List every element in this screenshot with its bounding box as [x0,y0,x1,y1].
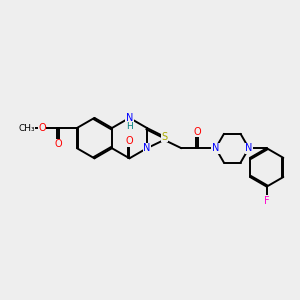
Text: N: N [143,143,151,153]
Text: F: F [264,196,269,206]
Text: N: N [212,143,219,153]
Text: H: H [126,122,133,131]
Text: N: N [143,143,151,153]
Text: O: O [194,127,202,137]
Text: O: O [55,140,62,149]
Text: S: S [162,132,168,142]
Text: O: O [55,140,62,149]
Text: N: N [212,143,219,153]
Text: CH₃: CH₃ [18,124,35,133]
Text: F: F [264,196,269,206]
Text: H: H [126,122,133,131]
Text: N: N [245,143,253,153]
Text: N: N [126,113,133,123]
Text: O: O [126,136,133,146]
Text: S: S [162,132,168,142]
Text: O: O [126,136,133,146]
Text: O: O [38,123,46,133]
Text: N: N [212,143,219,153]
Text: N: N [126,113,133,123]
Text: O: O [194,127,202,137]
Text: N: N [245,143,253,153]
Text: O: O [38,123,46,133]
Text: CH₃: CH₃ [18,124,35,133]
